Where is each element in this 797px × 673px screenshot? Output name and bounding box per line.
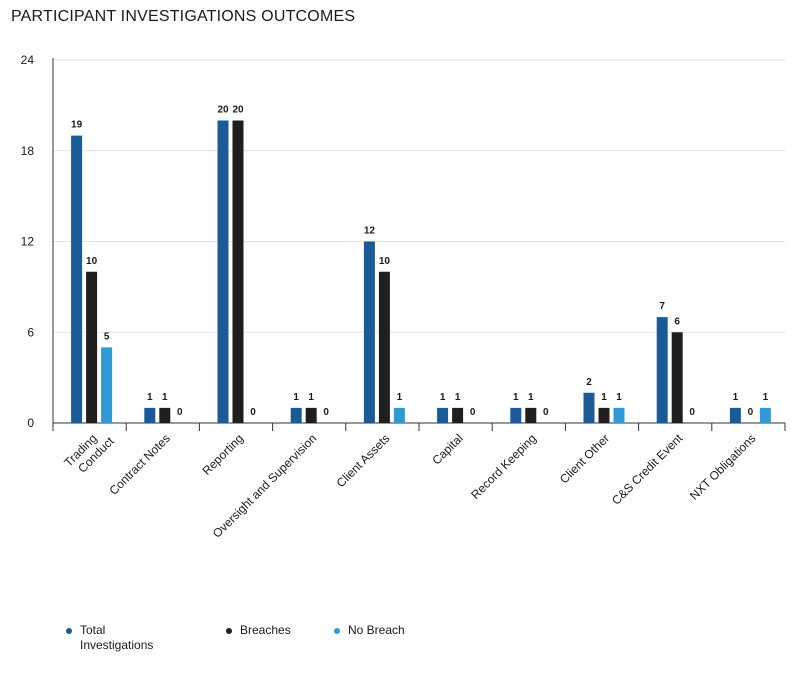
y-tick-label: 6 <box>27 325 34 339</box>
x-tick-label-line: Client Assets <box>334 431 393 490</box>
bar <box>378 271 390 423</box>
x-tick-label: Contract Notes <box>106 431 173 498</box>
data-label: 1 <box>147 392 153 403</box>
legend-label-total: Total Investigations <box>80 623 154 652</box>
legend-label-breaches: Breaches <box>240 623 291 637</box>
data-label: 1 <box>308 392 314 403</box>
x-tick-label-line: Contract Notes <box>106 431 173 498</box>
legend-swatch-breaches <box>226 628 232 634</box>
data-label: 1 <box>601 392 607 403</box>
data-label: 0 <box>470 407 476 418</box>
x-tick-label: Client Assets <box>334 431 393 490</box>
data-label: 0 <box>177 407 183 418</box>
bar <box>510 407 522 423</box>
bar <box>613 407 625 423</box>
x-tick-label-line: Record Keeping <box>468 431 539 502</box>
data-label: 1 <box>528 392 534 403</box>
x-tick-label-line: Client Other <box>557 431 612 486</box>
data-label: 1 <box>162 392 168 403</box>
data-label: 0 <box>323 407 329 418</box>
bar <box>671 332 683 423</box>
x-tick-label-line: Reporting <box>199 431 246 478</box>
x-tick-label: NXT Obligations <box>687 431 759 503</box>
data-label: 1 <box>616 392 622 403</box>
bar <box>101 347 113 423</box>
x-tick-label: C&S Credit Event <box>609 431 686 508</box>
data-label: 1 <box>513 392 519 403</box>
bar <box>452 407 464 423</box>
bar <box>598 407 610 423</box>
bar <box>656 317 668 423</box>
bar <box>729 407 741 423</box>
bar <box>525 407 537 423</box>
x-tick-label: Client Other <box>557 431 612 486</box>
bar <box>71 135 83 423</box>
bar <box>363 241 375 423</box>
bar <box>144 407 156 423</box>
bar <box>305 407 317 423</box>
data-label: 1 <box>440 392 446 403</box>
x-tick-label-line: NXT Obligations <box>687 431 759 503</box>
y-tick-label: 24 <box>21 53 35 67</box>
bar <box>583 392 595 423</box>
legend-label-no-breach: No Breach <box>348 623 405 637</box>
data-label: 1 <box>455 392 461 403</box>
bar <box>86 271 98 423</box>
x-tick-label: Capital <box>429 431 465 467</box>
data-label: 0 <box>748 407 754 418</box>
data-label: 5 <box>104 331 110 342</box>
y-tick-label: 18 <box>21 144 35 158</box>
data-label: 20 <box>217 105 229 116</box>
x-tick-label: Reporting <box>199 431 246 478</box>
data-label: 19 <box>71 120 83 131</box>
y-tick-label: 12 <box>21 235 35 249</box>
data-label: 1 <box>733 392 739 403</box>
data-label: 1 <box>293 392 299 403</box>
data-label: 0 <box>689 407 695 418</box>
data-label: 0 <box>543 407 549 418</box>
legend-swatch-total <box>66 628 72 634</box>
bar <box>232 120 244 423</box>
y-tick-label: 0 <box>27 416 34 430</box>
bar <box>217 120 229 423</box>
data-label: 10 <box>86 256 98 267</box>
bar <box>159 407 171 423</box>
data-label: 6 <box>674 316 680 327</box>
x-tick-label-line: Capital <box>429 431 465 467</box>
chart-title: PARTICIPANT INVESTIGATIONS OUTCOMES <box>11 8 356 25</box>
bar <box>759 407 771 423</box>
data-label: 10 <box>379 256 391 267</box>
data-label: 1 <box>397 392 403 403</box>
data-label: 1 <box>763 392 769 403</box>
bar <box>290 407 302 423</box>
legend-swatch-no-breach <box>334 628 340 634</box>
data-label: 7 <box>659 301 665 312</box>
data-label: 0 <box>250 407 256 418</box>
x-tick-label: TradingConduct <box>61 424 117 480</box>
data-label: 2 <box>586 377 592 388</box>
x-tick-label-line: C&S Credit Event <box>609 431 686 508</box>
x-tick-label: Record Keeping <box>468 431 539 502</box>
data-label: 12 <box>364 226 376 237</box>
bar <box>393 407 405 423</box>
bar <box>437 407 449 423</box>
data-label: 20 <box>232 105 244 116</box>
